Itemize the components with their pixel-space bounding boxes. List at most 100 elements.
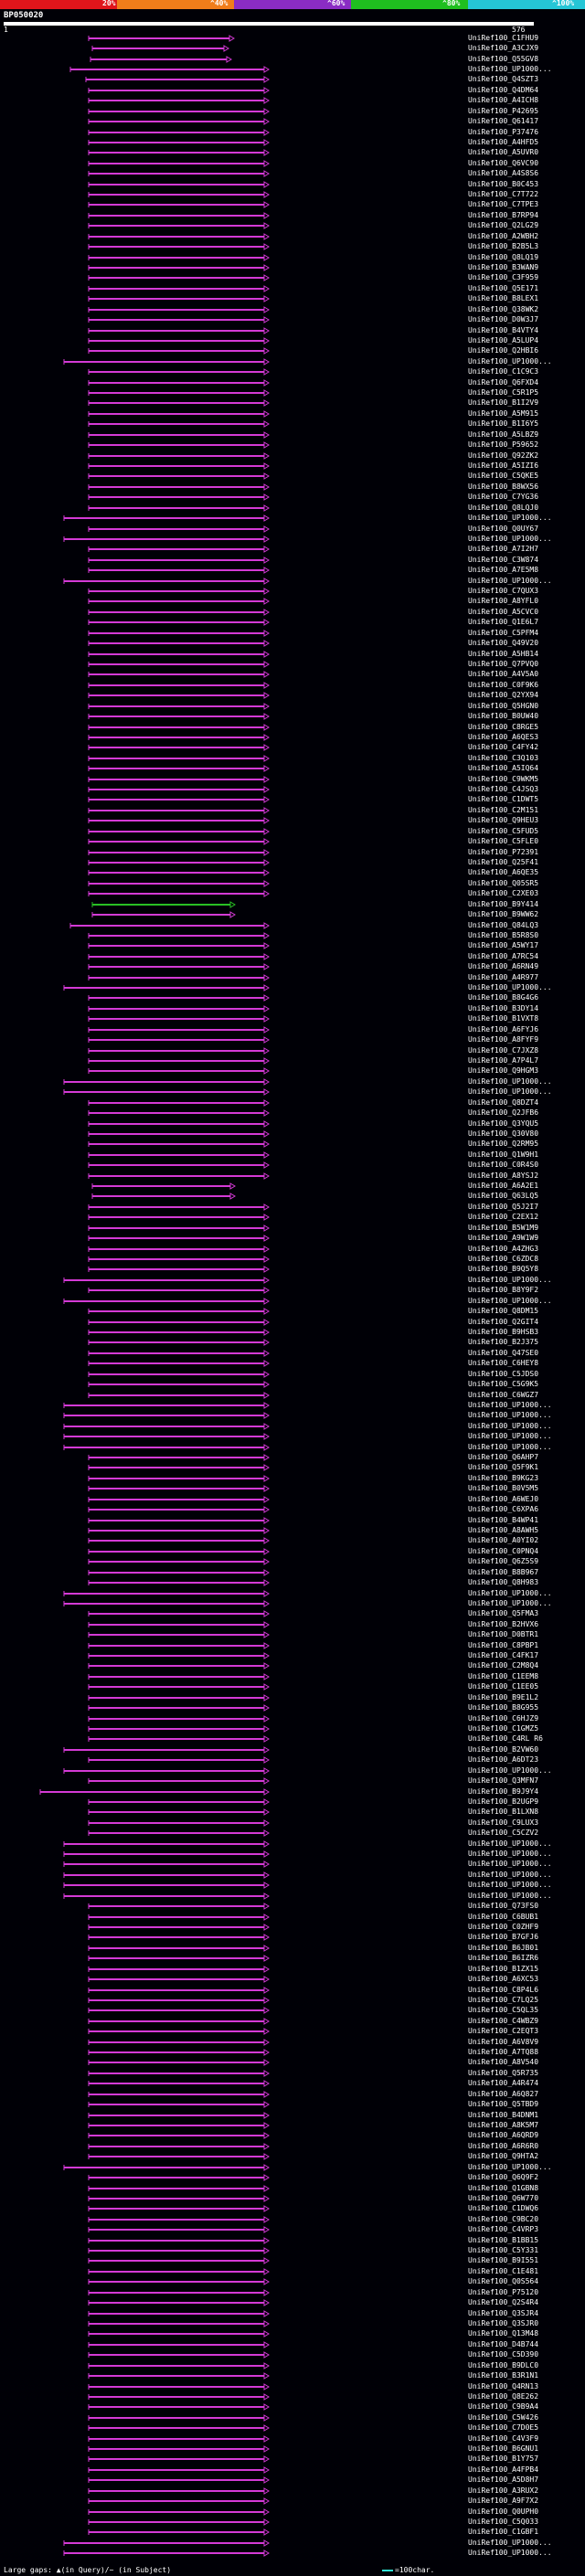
hit-alignment[interactable] [88,108,270,115]
hit-alignment[interactable] [88,2424,270,2432]
hit-alignment[interactable] [88,1350,270,1357]
hit-alignment[interactable] [88,1140,270,1148]
hit-alignment[interactable] [88,441,270,449]
hit-alignment[interactable] [88,1224,270,1232]
hit-label[interactable]: UniRef100_UP1000... [468,1401,552,1409]
hit-label[interactable]: UniRef100_Q63LQ5 [468,1192,539,1200]
hit-alignment[interactable] [88,807,270,814]
hit-label[interactable]: UniRef100_C7LQ25 [468,1996,539,2004]
hit-alignment[interactable] [88,2153,270,2160]
hit-label[interactable]: UniRef100_A6FYJ6 [468,1025,539,1034]
hit-label[interactable]: UniRef100_UP1000... [468,1881,552,1889]
hit-alignment[interactable] [88,2112,270,2119]
hit-alignment[interactable] [88,2143,270,2150]
hit-label[interactable]: UniRef100_C5QKE5 [468,472,539,480]
hit-label[interactable]: UniRef100_Q3SJR0 [468,2319,539,2327]
hit-alignment[interactable] [88,2257,270,2264]
hit-label[interactable]: UniRef100_A4R977 [468,973,539,981]
hit-alignment[interactable] [88,828,270,835]
hit-label[interactable]: UniRef100_C5D390 [468,2350,539,2359]
hit-label[interactable]: UniRef100_C6HJZ9 [468,1714,539,1723]
hit-alignment[interactable] [88,2393,270,2401]
hit-alignment[interactable] [88,452,270,460]
hit-alignment[interactable] [88,1517,270,1524]
hit-alignment[interactable] [63,1767,270,1775]
hit-label[interactable]: UniRef100_Q5HGN0 [468,702,539,710]
hit-alignment[interactable] [88,651,270,658]
hit-alignment[interactable] [88,389,270,397]
hit-label[interactable]: UniRef100_Q8H983 [468,1578,539,1586]
hit-alignment[interactable] [88,796,270,803]
hit-label[interactable]: UniRef100_UP1000... [468,1839,552,1848]
hit-alignment[interactable] [88,1475,270,1482]
hit-alignment[interactable] [88,274,270,281]
hit-label[interactable]: UniRef100_Q49V20 [468,639,539,647]
hit-label[interactable]: UniRef100_A7P4L7 [468,1056,539,1065]
hit-alignment[interactable] [88,2205,270,2212]
hit-label[interactable]: UniRef100_B7GFJ6 [468,1933,539,1941]
hit-label[interactable]: UniRef100_Q1W9H1 [468,1150,539,1159]
hit-label[interactable]: UniRef100_C1DWQ6 [468,2204,539,2212]
hit-alignment[interactable] [88,1161,270,1169]
hit-alignment[interactable] [88,1987,270,1994]
hit-alignment[interactable] [88,588,270,595]
hit-label[interactable]: UniRef100_C2EQT3 [468,2027,539,2035]
hit-alignment[interactable] [88,191,270,198]
hit-label[interactable]: UniRef100_UP1000... [468,1589,552,1597]
hit-label[interactable]: UniRef100_C3W874 [468,556,539,564]
hit-alignment[interactable] [88,2101,270,2108]
hit-label[interactable]: UniRef100_UP1000... [468,357,552,366]
hit-alignment[interactable] [88,1610,270,1617]
hit-alignment[interactable] [88,1067,270,1075]
hit-alignment[interactable] [88,734,270,741]
hit-label[interactable]: UniRef100_B2UGP9 [468,1797,539,1806]
hit-alignment[interactable] [88,942,270,949]
hit-alignment[interactable] [88,1464,270,1471]
hit-alignment[interactable] [88,170,270,177]
hit-alignment[interactable] [63,514,270,522]
hit-label[interactable]: UniRef100_A3CJX9 [468,44,539,52]
hit-label[interactable]: UniRef100_D0W3J7 [468,315,539,323]
hit-label[interactable]: UniRef100_Q4SZT3 [468,75,539,83]
hit-label[interactable]: UniRef100_Q61417 [468,117,539,125]
hit-alignment[interactable] [88,337,270,345]
hit-label[interactable]: UniRef100_C3F959 [468,273,539,281]
hit-label[interactable]: UniRef100_C9B9A4 [468,2402,539,2411]
hit-label[interactable]: UniRef100_C2M8Q4 [468,1661,539,1670]
hit-alignment[interactable] [88,2039,270,2046]
hit-alignment[interactable] [88,1735,270,1743]
hit-label[interactable]: UniRef100_UP1000... [468,577,552,585]
hit-label[interactable]: UniRef100_A9F7X2 [468,2496,539,2505]
hit-alignment[interactable] [88,2414,270,2422]
hit-alignment[interactable] [88,2455,270,2463]
hit-label[interactable]: UniRef100_A6A2E1 [468,1182,539,1190]
hit-label[interactable]: UniRef100_Q8DZT4 [468,1098,539,1107]
hit-label[interactable]: UniRef100_Q5FMA3 [468,1609,539,1617]
hit-label[interactable]: UniRef100_C5CZV2 [468,1829,539,1837]
hit-label[interactable]: UniRef100_Q5F9K1 [468,1463,539,1471]
hit-label[interactable]: UniRef100_C4JSQ3 [468,785,539,793]
hit-alignment[interactable] [88,35,235,42]
hit-label[interactable]: UniRef100_B9E1L2 [468,1693,539,1701]
hit-label[interactable]: UniRef100_C2EX12 [468,1213,539,1221]
hit-label[interactable]: UniRef100_B1I2V9 [468,398,539,407]
hit-alignment[interactable] [88,212,270,219]
hit-label[interactable]: UniRef100_B5W1M9 [468,1224,539,1232]
hit-alignment[interactable] [88,493,270,501]
hit-label[interactable]: UniRef100_C7JXZ8 [468,1046,539,1055]
hit-alignment[interactable] [88,472,270,480]
hit-alignment[interactable] [88,181,270,188]
hit-alignment[interactable] [88,420,270,428]
hit-alignment[interactable] [88,1808,270,1816]
hit-alignment[interactable] [39,1788,270,1796]
hit-label[interactable]: UniRef100_B1Y757 [468,2454,539,2463]
hit-alignment[interactable] [88,1945,270,1952]
hit-label[interactable]: UniRef100_A4HFD5 [468,138,539,146]
hit-alignment[interactable] [88,1955,270,1962]
hit-alignment[interactable] [63,1882,270,1889]
hit-label[interactable]: UniRef100_Q9HEU3 [468,816,539,824]
hit-alignment[interactable] [88,2362,270,2369]
hit-label[interactable]: UniRef100_C5FLE0 [468,837,539,845]
hit-alignment[interactable] [88,1976,270,1983]
hit-alignment[interactable] [91,901,236,908]
